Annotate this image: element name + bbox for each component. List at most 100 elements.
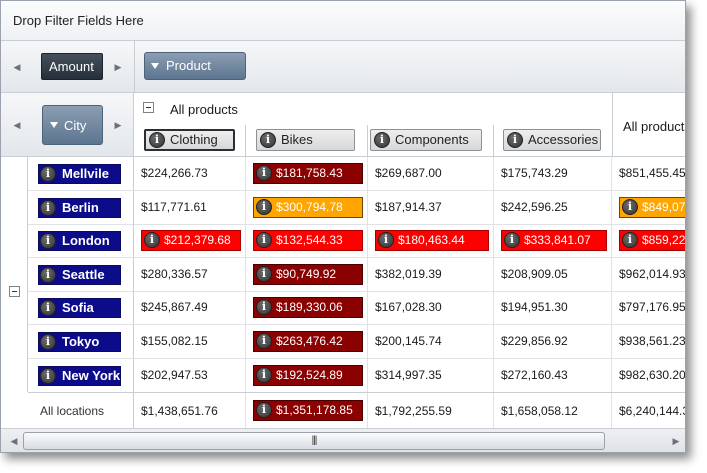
value-cell[interactable]: $224,266.73 [134,157,246,190]
scroll-right-arrow-icon[interactable]: ▶ [114,62,122,72]
value-cell[interactable]: i $859,228.52 [612,224,685,257]
info-icon[interactable]: i [144,232,160,249]
product-header-label: Clothing [170,132,218,147]
product-header-accessories[interactable]: i Accessories [503,129,601,151]
collapse-locations-icon[interactable] [9,286,20,297]
info-icon[interactable]: i [40,166,56,182]
city-badge[interactable]: i Seattle [38,264,121,285]
value-cell[interactable]: $797,176.95 [612,291,685,324]
row-field-city[interactable]: City [42,105,103,145]
value-cell[interactable]: $272,160.43 [494,358,612,392]
scrollbar-thumb[interactable]: ||| [23,432,605,450]
value-cell[interactable]: $1,658,058.12 [494,393,612,429]
value-cell[interactable]: i $1,351,178.85 [246,393,368,429]
value-cell[interactable]: $938,561.23 [612,325,685,358]
info-icon[interactable]: i [256,333,272,349]
info-icon[interactable]: i [40,334,56,350]
info-icon[interactable]: i [40,367,56,384]
value-cell[interactable]: i $212,379.68 [134,224,246,258]
city-name: Mellvile [62,166,109,181]
city-badge[interactable]: i New York [38,365,121,386]
info-icon[interactable]: i [256,265,272,282]
value-cell[interactable]: $187,914.37 [368,190,494,224]
value-cell[interactable]: $6,240,144.32 [612,393,685,429]
info-icon[interactable]: i [507,132,523,148]
info-icon[interactable]: i [374,132,390,148]
info-icon[interactable]: i [40,300,56,317]
cell-value: $333,841.07 [524,233,591,248]
value-cell[interactable]: $1,792,255.59 [368,393,494,429]
info-icon[interactable]: i [40,233,56,250]
value-cell[interactable]: i $189,330.06 [246,291,368,325]
value-cell[interactable]: $194,951.30 [494,291,612,325]
info-icon[interactable]: i [256,366,272,383]
pivot-grid: Drop Filter Fields Here ◀ Amount ▶ Produ… [0,0,686,453]
value-cell[interactable]: $175,743.29 [494,157,612,190]
scrollbar-left-arrow-icon[interactable]: ◀ [10,436,18,446]
value-cell[interactable]: i $263,476.42 [246,325,368,358]
value-cell[interactable]: $117,771.61 [134,190,246,224]
info-icon[interactable]: i [622,232,638,249]
value-cell[interactable]: $280,336.57 [134,257,246,291]
scroll-left-arrow-icon[interactable]: ◀ [13,62,21,72]
info-icon[interactable]: i [256,402,272,418]
product-header-bikes[interactable]: i Bikes [256,129,355,151]
value-cell[interactable]: i $300,794.78 [246,190,368,224]
cell-value: $200,145.74 [375,334,442,348]
value-cell[interactable]: $851,455.45 [612,157,685,190]
value-cell[interactable]: i $90,749.92 [246,257,368,291]
value-cell[interactable]: $155,082.15 [134,325,246,358]
value-cell[interactable]: $202,947.53 [134,358,246,392]
info-icon[interactable]: i [256,299,272,316]
info-icon[interactable]: i [504,232,520,249]
value-cell[interactable]: $269,687.00 [368,157,494,190]
city-badge[interactable]: i London [38,231,121,252]
city-badge[interactable]: i Berlin [38,197,121,218]
city-badge[interactable]: i Sofia [38,298,121,319]
value-cell[interactable]: i $192,524.89 [246,358,368,392]
value-cell[interactable]: i $333,841.07 [494,224,612,258]
scrollbar-right-arrow-icon[interactable]: ▶ [672,436,680,446]
city-badge[interactable]: i Mellvile [38,164,121,184]
value-cell[interactable]: $982,630.20 [612,359,685,392]
data-field-amount[interactable]: Amount [41,53,103,80]
collapse-products-icon[interactable] [143,102,154,113]
value-cell[interactable]: $1,438,651.76 [134,393,246,429]
city-filter-icon[interactable] [50,122,58,128]
value-cell[interactable]: $245,867.49 [134,291,246,325]
info-icon[interactable]: i [256,198,272,215]
info-icon[interactable]: i [622,198,638,215]
value-cell[interactable]: $314,997.35 [368,358,494,392]
value-cell[interactable]: i $849,076.01 [612,191,685,224]
row-scroll-left-arrow-icon[interactable]: ◀ [13,120,21,130]
value-cell[interactable]: $382,019.39 [368,257,494,291]
value-cell[interactable]: i $180,463.44 [368,224,494,258]
info-icon[interactable]: i [260,132,276,148]
value-cell[interactable]: $242,596.25 [494,190,612,224]
cell-value: $180,463.44 [398,233,465,248]
value-cell[interactable]: $229,856.92 [494,325,612,358]
value-cell[interactable]: $200,145.74 [368,325,494,358]
column-field-product[interactable]: Product [144,52,246,80]
cell-value: $245,867.49 [141,300,208,315]
value-cell[interactable]: $962,014.93 [612,258,685,291]
grand-total-row: All locations $1,438,651.76 i $1,351,178.8… [28,392,685,429]
value-cell[interactable]: $208,909.05 [494,257,612,291]
row-header-cell: i London [28,224,134,258]
info-icon[interactable]: i [40,199,56,216]
city-badge[interactable]: i Tokyo [38,332,121,352]
product-header-clothing[interactable]: i Clothing [144,129,235,151]
info-icon[interactable]: i [149,132,165,148]
info-icon[interactable]: i [256,165,272,181]
value-cell[interactable]: i $181,758.43 [246,157,368,190]
horizontal-scrollbar[interactable]: ◀ ||| ▶ [1,428,685,452]
product-header-components[interactable]: i Components [370,129,482,151]
value-cell[interactable]: $167,028.30 [368,291,494,325]
info-icon[interactable]: i [40,266,56,283]
row-scroll-right-arrow-icon[interactable]: ▶ [114,120,122,130]
filter-drop-zone[interactable]: Drop Filter Fields Here [1,1,685,41]
info-icon[interactable]: i [256,232,272,249]
info-icon[interactable]: i [378,232,394,249]
filter-icon[interactable] [151,63,159,69]
value-cell[interactable]: i $132,544.33 [246,224,368,258]
